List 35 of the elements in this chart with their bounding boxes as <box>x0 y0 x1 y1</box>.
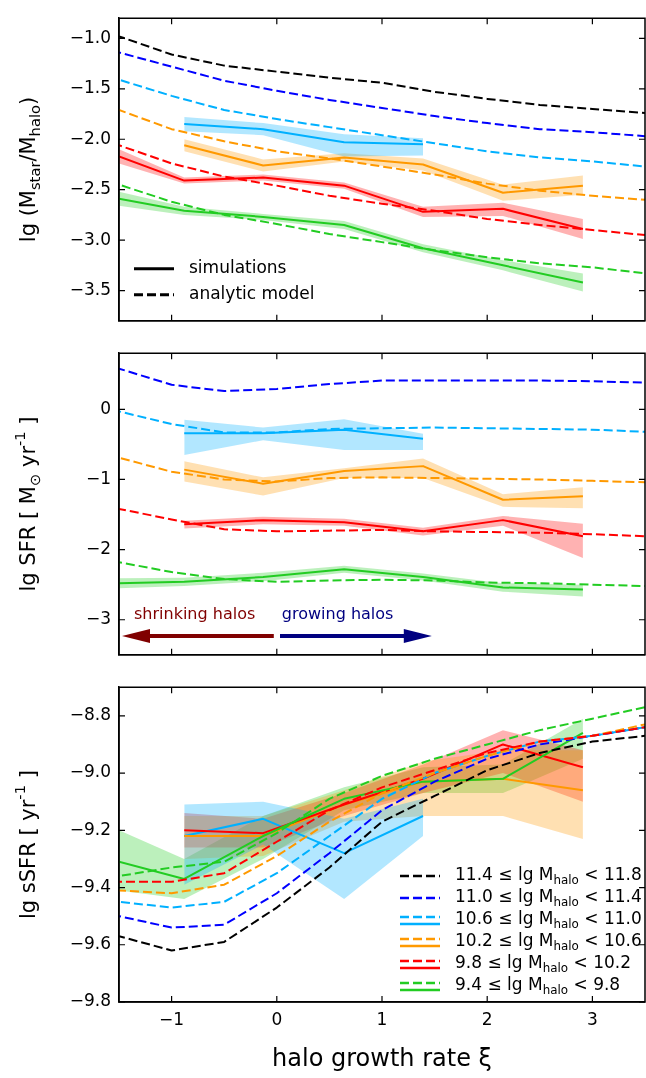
y-tick-label: −2 <box>85 538 111 559</box>
line-series <box>119 367 645 393</box>
y-tick-label: −1.5 <box>69 77 111 98</box>
y-tick-label: −9.6 <box>69 933 111 954</box>
x-tick-label: 0 <box>271 1008 283 1029</box>
y-tick-label: −3.0 <box>69 228 111 249</box>
line-series <box>119 78 645 168</box>
x-tick-label: 2 <box>481 1008 493 1029</box>
annotation: shrinking halos <box>134 603 256 623</box>
annotation: simulations <box>189 257 287 278</box>
annotation: growing halos <box>281 603 394 623</box>
y-tick-label: 0 <box>100 397 111 418</box>
y-axis-title: lg (Mstar/Mhalo) <box>16 96 44 243</box>
x-tick-label: 3 <box>586 1008 598 1029</box>
y-tick-label: −3 <box>85 608 111 629</box>
y-axis-title: lg sSFR [ yr-1 ] <box>11 770 41 920</box>
line-series <box>119 51 645 138</box>
x-tick-label: −1 <box>159 1008 185 1029</box>
y-tick-label: −9.4 <box>69 875 111 896</box>
line-series <box>119 507 645 538</box>
x-tick-label: 1 <box>376 1008 388 1029</box>
line-series <box>119 108 645 201</box>
y-axis-title: lg SFR [ M⊙ yr-1 ] <box>11 416 44 592</box>
y-tick-label: −9.8 <box>69 990 111 1011</box>
y-tick-label: −2.0 <box>69 127 111 148</box>
y-tick-label: −9.0 <box>69 761 111 782</box>
y-tick-label: −1.0 <box>69 26 111 47</box>
y-tick-label: −3.5 <box>69 278 111 299</box>
line-series <box>119 144 645 237</box>
y-tick-label: −8.8 <box>69 704 111 725</box>
annotation: analytic model <box>189 283 315 304</box>
y-tick-label: −9.2 <box>69 818 111 839</box>
x-axis-title: halo growth rate ξ <box>272 1043 492 1072</box>
y-tick-label: −2.5 <box>69 178 111 199</box>
y-tick-label: −1 <box>85 467 111 488</box>
